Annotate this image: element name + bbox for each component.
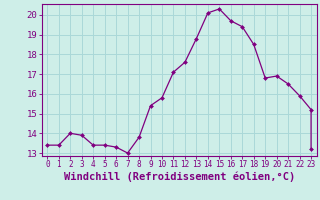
X-axis label: Windchill (Refroidissement éolien,°C): Windchill (Refroidissement éolien,°C) bbox=[64, 172, 295, 182]
